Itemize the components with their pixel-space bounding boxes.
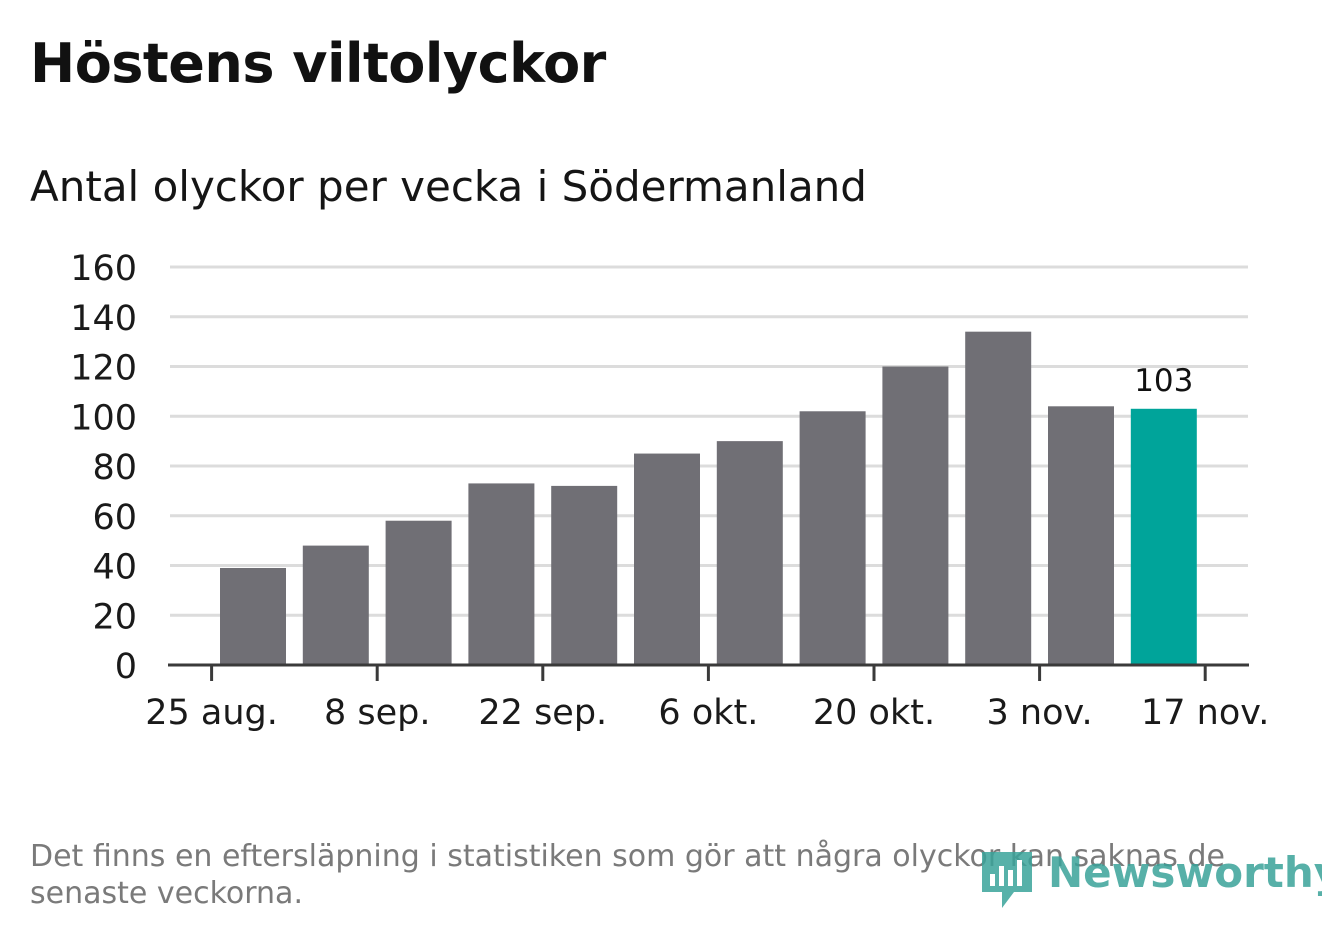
y-tick-label: 40: [92, 548, 137, 588]
y-tick-label: 0: [115, 647, 137, 687]
bar: [302, 545, 369, 665]
bar: [1048, 406, 1114, 665]
bar: [551, 485, 618, 665]
data-label: 103: [1134, 363, 1193, 399]
x-tick-label: 25 aug.: [145, 693, 278, 733]
x-tick-label: 17 nov.: [1141, 693, 1269, 733]
bar-chart: 0 20 40 60 80 100 120 140 160 103 25 aug. 8 sep. 22 …: [70, 249, 1269, 733]
bar-highlight: [1130, 408, 1197, 665]
x-tick-label: 22 sep.: [478, 693, 607, 733]
y-tick-label: 20: [92, 597, 137, 637]
x-tick-label: 3 nov.: [987, 693, 1093, 733]
y-tick-label: 80: [92, 448, 137, 488]
newsworthy-logo: Newsworthy: [980, 846, 1322, 912]
y-tick-label: 120: [70, 349, 137, 389]
newsworthy-logo-text: Newsworthy: [1048, 848, 1322, 897]
y-tick-label: 160: [70, 249, 137, 289]
bar: [965, 331, 1032, 665]
y-tick-label: 60: [92, 498, 137, 538]
newsworthy-logo-icon: [982, 852, 1032, 908]
bar: [882, 366, 949, 665]
x-tick-label: 20 okt.: [813, 693, 935, 733]
bar: [220, 567, 286, 665]
chart-subtitle: Antal olyckor per vecka i Södermanland: [30, 162, 867, 211]
x-tick-label: 6 okt.: [658, 693, 758, 733]
bar: [634, 453, 700, 665]
bar: [716, 441, 783, 665]
bar: [468, 483, 535, 665]
y-tick-label: 140: [70, 299, 137, 339]
bar: [799, 411, 866, 665]
chart-title: Höstens viltolyckor: [30, 32, 606, 95]
x-tick-label: 8 sep.: [324, 693, 431, 733]
y-tick-label: 100: [70, 398, 137, 438]
bar: [385, 520, 452, 665]
